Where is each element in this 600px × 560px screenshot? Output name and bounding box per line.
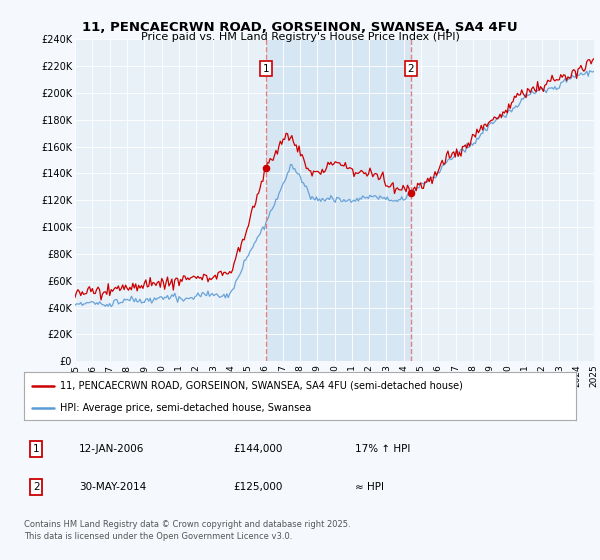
Text: 30-MAY-2014: 30-MAY-2014 xyxy=(79,482,146,492)
Point xyxy=(406,189,416,198)
Text: HPI: Average price, semi-detached house, Swansea: HPI: Average price, semi-detached house,… xyxy=(60,403,311,413)
Text: 17% ↑ HPI: 17% ↑ HPI xyxy=(355,444,410,454)
Bar xyxy=(266,39,411,361)
Text: 11, PENCAECRWN ROAD, GORSEINON, SWANSEA, SA4 4FU (semi-detached house): 11, PENCAECRWN ROAD, GORSEINON, SWANSEA,… xyxy=(60,381,463,391)
Text: Price paid vs. HM Land Registry's House Price Index (HPI): Price paid vs. HM Land Registry's House … xyxy=(140,32,460,43)
Text: 12-JAN-2006: 12-JAN-2006 xyxy=(79,444,145,454)
Text: 2: 2 xyxy=(33,482,40,492)
Text: 1: 1 xyxy=(263,64,269,74)
Point xyxy=(261,164,271,172)
Text: ≈ HPI: ≈ HPI xyxy=(355,482,384,492)
Text: £125,000: £125,000 xyxy=(234,482,283,492)
Text: Contains HM Land Registry data © Crown copyright and database right 2025.
This d: Contains HM Land Registry data © Crown c… xyxy=(24,520,350,541)
Text: 11, PENCAECRWN ROAD, GORSEINON, SWANSEA, SA4 4FU: 11, PENCAECRWN ROAD, GORSEINON, SWANSEA,… xyxy=(82,21,518,34)
Text: £144,000: £144,000 xyxy=(234,444,283,454)
Text: 2: 2 xyxy=(407,64,414,74)
Text: 1: 1 xyxy=(33,444,40,454)
